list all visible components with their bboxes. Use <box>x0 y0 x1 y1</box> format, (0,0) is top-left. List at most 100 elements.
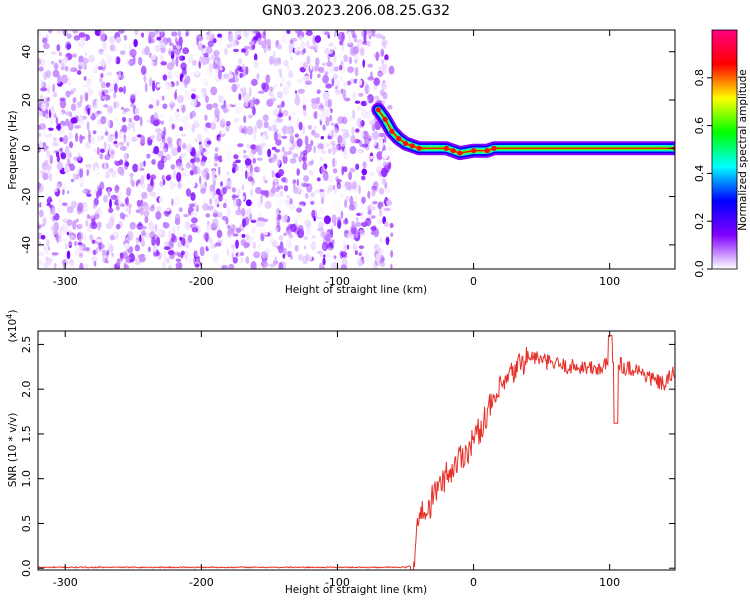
noise-speckle <box>228 73 234 80</box>
noise-speckle <box>152 226 157 233</box>
noise-speckle <box>109 148 116 157</box>
noise-speckle <box>173 189 178 196</box>
noise-speckle <box>53 62 59 70</box>
noise-speckle <box>223 85 228 96</box>
noise-speckle <box>362 180 369 188</box>
noise-speckle <box>231 244 236 249</box>
noise-speckle <box>38 183 44 193</box>
noise-speckle <box>314 65 317 73</box>
noise-speckle <box>289 223 297 233</box>
noise-speckle <box>304 39 312 48</box>
noise-speckle <box>111 170 117 178</box>
noise-speckle <box>53 176 56 185</box>
noise-speckle <box>303 48 306 54</box>
noise-speckle <box>38 125 42 131</box>
noise-speckle <box>68 131 73 140</box>
noise-speckle <box>308 124 312 130</box>
noise-speckle <box>113 117 118 121</box>
noise-speckle <box>115 185 120 191</box>
noise-speckle <box>40 87 48 92</box>
noise-speckle <box>242 63 246 71</box>
noise-speckle <box>349 91 354 98</box>
noise-speckle <box>120 97 127 104</box>
noise-speckle <box>146 119 151 124</box>
noise-speckle <box>352 243 357 252</box>
noise-speckle <box>167 250 175 256</box>
noise-speckle <box>196 150 201 159</box>
noise-speckle <box>137 184 142 193</box>
noise-speckle <box>89 75 95 79</box>
noise-speckle <box>45 69 52 79</box>
noise-speckle <box>310 139 314 147</box>
noise-speckle <box>283 83 289 92</box>
noise-speckle <box>66 43 72 50</box>
noise-speckle <box>65 111 73 116</box>
noise-speckle <box>157 150 164 158</box>
noise-speckle <box>202 198 207 204</box>
noise-speckle <box>383 41 387 49</box>
noise-speckle <box>245 30 252 33</box>
noise-speckle <box>71 59 77 68</box>
noise-speckle <box>126 230 134 241</box>
noise-speckle <box>181 55 186 61</box>
noise-speckle <box>154 44 161 53</box>
noise-speckle <box>275 139 282 146</box>
noise-speckle <box>351 220 356 226</box>
noise-speckle <box>387 146 393 151</box>
noise-speckle <box>235 239 239 249</box>
noise-speckle <box>303 175 310 183</box>
noise-speckle <box>200 187 206 195</box>
noise-speckle <box>278 68 282 75</box>
noise-speckle <box>240 257 244 263</box>
noise-speckle <box>115 130 118 140</box>
noise-speckle <box>109 36 115 44</box>
noise-speckle <box>54 262 57 269</box>
noise-speckle <box>79 262 84 269</box>
noise-speckle <box>59 136 64 142</box>
noise-speckle <box>171 76 179 81</box>
noise-speckle <box>66 33 72 39</box>
noise-speckle <box>317 211 324 219</box>
noise-speckle <box>304 192 308 199</box>
noise-speckle <box>320 136 324 140</box>
noise-speckle <box>122 116 126 123</box>
noise-speckle <box>360 120 365 127</box>
noise-speckle <box>360 100 368 107</box>
noise-speckle <box>222 173 227 182</box>
noise-speckle <box>272 178 279 187</box>
noise-speckle <box>365 111 370 120</box>
noise-speckle <box>140 65 147 76</box>
noise-speckle <box>84 52 88 57</box>
noise-speckle <box>231 187 236 193</box>
signal-track-point <box>402 140 409 147</box>
noise-speckle <box>340 251 348 257</box>
noise-speckle <box>130 103 135 108</box>
noise-speckle <box>279 218 285 222</box>
noise-speckle <box>206 226 209 230</box>
noise-speckle <box>51 110 56 119</box>
noise-speckle <box>196 164 200 174</box>
noise-speckle <box>240 207 246 217</box>
noise-speckle <box>97 110 103 115</box>
noise-speckle <box>305 30 313 36</box>
noise-speckle <box>72 173 76 182</box>
noise-speckle <box>309 60 313 70</box>
noise-speckle <box>296 78 304 83</box>
noise-speckle <box>75 102 78 112</box>
noise-speckle <box>252 194 258 201</box>
noise-speckle <box>212 253 219 263</box>
noise-speckle <box>99 77 103 83</box>
noise-speckle <box>309 70 313 80</box>
noise-speckle <box>51 252 59 256</box>
noise-speckle <box>88 134 92 144</box>
noise-speckle <box>168 230 172 240</box>
noise-speckle <box>321 165 326 175</box>
noise-speckle <box>177 30 182 38</box>
noise-speckle <box>308 170 314 176</box>
noise-speckle <box>281 135 288 139</box>
noise-speckle <box>371 33 376 37</box>
noise-speckle <box>38 251 44 257</box>
noise-speckle <box>366 30 374 37</box>
noise-speckle <box>221 153 225 162</box>
noise-speckle <box>72 158 77 167</box>
